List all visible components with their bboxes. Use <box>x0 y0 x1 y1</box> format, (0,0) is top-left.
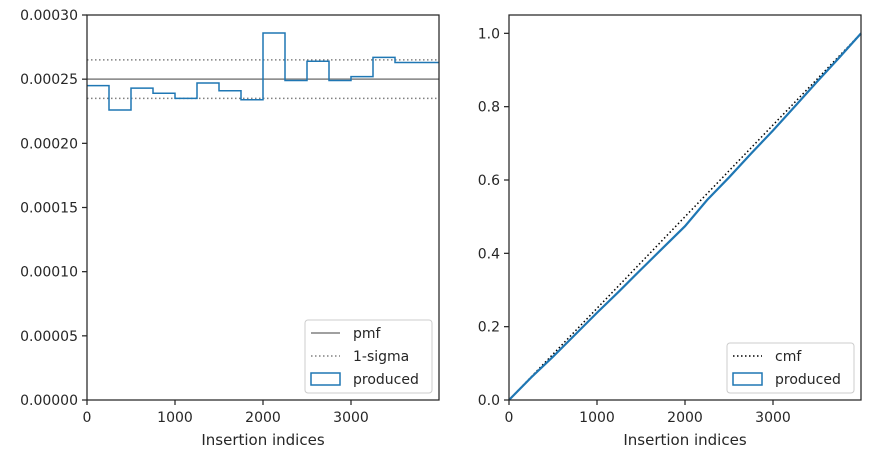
y-tick-label: 0.00030 <box>20 8 78 24</box>
y-tick-label: 0.00005 <box>20 329 78 345</box>
y-tick-label: 0.6 <box>478 173 500 189</box>
legend-label-1-sigma: 1-sigma <box>353 349 409 365</box>
y-tick-label: 0.00015 <box>20 201 78 217</box>
left-chart-panel: 0 1000 2000 3000 0.00000 0.00005 0.00010 0.0001… <box>20 8 440 449</box>
series-line-produced <box>508 32 862 401</box>
y-tick-label: 0.4 <box>478 246 500 262</box>
series-line-cmf <box>508 32 862 401</box>
x-tick-label: 2000 <box>667 410 703 426</box>
x-tick-label: 2000 <box>245 410 281 426</box>
y-tick-label: 0.2 <box>478 320 500 336</box>
y-tick-label: 0.0 <box>478 393 500 409</box>
y-tick-label: 0.00020 <box>20 136 78 152</box>
legend-label-cmf: cmf <box>775 349 802 365</box>
legend-label-produced: produced <box>775 372 841 388</box>
right-chart-panel: 0 1000 2000 3000 0.0 0.2 0.4 0.6 0.8 1.0 Insertion… <box>478 14 862 449</box>
legend-label-pmf: pmf <box>353 326 382 342</box>
legend-handle-produced <box>732 372 763 386</box>
axes-frame <box>508 14 862 401</box>
histogram-step-produced <box>87 32 439 111</box>
x-axis-label: Insertion indices <box>201 431 324 449</box>
legend-handle-produced <box>310 372 341 386</box>
legend: cmf produced <box>726 342 855 394</box>
y-tick-label: 0.00000 <box>20 393 78 409</box>
legend-box <box>304 319 433 394</box>
x-tick-label: 1000 <box>579 410 615 426</box>
x-tick-label: 1000 <box>157 410 193 426</box>
x-tick-label: 0 <box>83 410 92 426</box>
x-tick-label: 0 <box>505 410 514 426</box>
y-tick-label: 1.0 <box>478 26 500 42</box>
legend-label-produced: produced <box>353 372 419 388</box>
x-tick-label: 3000 <box>333 410 369 426</box>
legend-box <box>726 342 855 394</box>
x-tick-label: 3000 <box>755 410 791 426</box>
y-tick-label: 0.00025 <box>20 72 78 88</box>
legend: pmf 1-sigma produced <box>304 319 433 394</box>
y-tick-label: 0.00010 <box>20 265 78 281</box>
x-axis-label: Insertion indices <box>623 431 746 449</box>
y-tick-label: 0.8 <box>478 100 500 116</box>
